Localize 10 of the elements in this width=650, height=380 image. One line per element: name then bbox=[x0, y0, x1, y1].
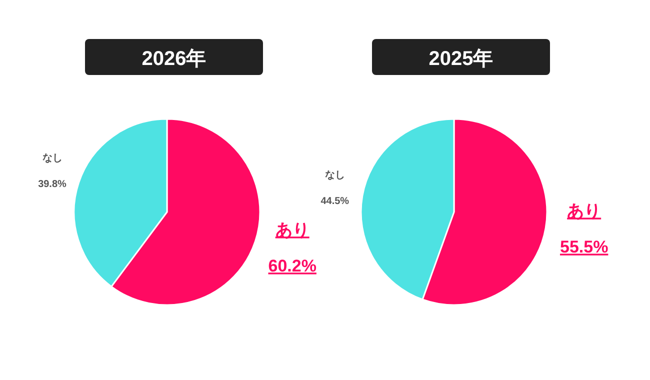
slice-label: あり bbox=[567, 202, 602, 221]
slice-label: なし bbox=[42, 152, 62, 164]
slice-label: なし bbox=[324, 170, 345, 182]
data-label: 39.8% bbox=[38, 178, 67, 190]
chart-title: 2025年 bbox=[428, 48, 494, 70]
slice-label: あり bbox=[275, 220, 310, 240]
data-label: 44.5% bbox=[320, 196, 350, 208]
data-label: 55.5% bbox=[560, 238, 608, 257]
data-label: 60.2% bbox=[268, 256, 316, 276]
chart-title: 2026年 bbox=[142, 48, 206, 70]
